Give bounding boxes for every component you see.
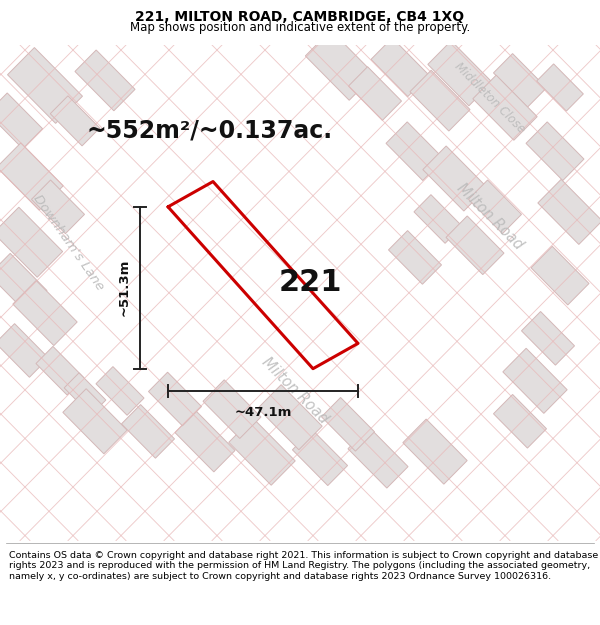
Polygon shape — [305, 30, 374, 100]
Polygon shape — [50, 96, 100, 146]
Polygon shape — [410, 70, 470, 131]
Polygon shape — [322, 398, 374, 451]
Polygon shape — [386, 122, 444, 181]
Polygon shape — [121, 404, 175, 458]
Polygon shape — [493, 394, 547, 448]
Text: ~552m²/~0.137ac.: ~552m²/~0.137ac. — [87, 119, 333, 143]
Polygon shape — [292, 430, 347, 486]
Polygon shape — [36, 346, 84, 395]
Polygon shape — [31, 180, 85, 234]
Polygon shape — [388, 231, 442, 284]
Polygon shape — [469, 180, 521, 234]
Polygon shape — [348, 428, 408, 488]
Polygon shape — [0, 253, 47, 312]
Polygon shape — [96, 367, 144, 415]
Polygon shape — [349, 67, 401, 121]
Polygon shape — [536, 64, 583, 111]
Text: 221: 221 — [278, 268, 342, 298]
Polygon shape — [423, 146, 487, 211]
Polygon shape — [148, 372, 202, 426]
Text: Contains OS data © Crown copyright and database right 2021. This information is : Contains OS data © Crown copyright and d… — [9, 551, 598, 581]
Text: Downham's Lane: Downham's Lane — [30, 192, 106, 292]
Polygon shape — [75, 50, 135, 111]
Polygon shape — [13, 281, 77, 346]
Polygon shape — [531, 246, 589, 305]
Polygon shape — [64, 373, 106, 415]
Text: Middleton Close: Middleton Close — [452, 60, 528, 136]
Polygon shape — [538, 179, 600, 244]
Text: Milton Road: Milton Road — [454, 181, 526, 253]
Polygon shape — [203, 380, 261, 439]
Text: Map shows position and indicative extent of the property.: Map shows position and indicative extent… — [130, 21, 470, 34]
Polygon shape — [403, 419, 467, 484]
Polygon shape — [63, 389, 127, 454]
Polygon shape — [521, 311, 575, 365]
Polygon shape — [371, 38, 429, 97]
Polygon shape — [493, 54, 547, 107]
Polygon shape — [503, 348, 567, 413]
Polygon shape — [446, 216, 504, 274]
Polygon shape — [473, 75, 537, 140]
Polygon shape — [414, 194, 462, 243]
Text: ~47.1m: ~47.1m — [235, 406, 292, 419]
Polygon shape — [0, 143, 63, 210]
Text: Milton Road: Milton Road — [259, 355, 331, 427]
Text: ~51.3m: ~51.3m — [118, 259, 131, 316]
Polygon shape — [175, 411, 235, 472]
Polygon shape — [258, 384, 322, 450]
Polygon shape — [0, 324, 49, 378]
Polygon shape — [229, 418, 295, 485]
Polygon shape — [526, 122, 584, 181]
Polygon shape — [0, 93, 43, 149]
Polygon shape — [0, 208, 62, 278]
Polygon shape — [428, 41, 492, 106]
Polygon shape — [8, 48, 82, 123]
Text: 221, MILTON ROAD, CAMBRIDGE, CB4 1XQ: 221, MILTON ROAD, CAMBRIDGE, CB4 1XQ — [136, 10, 464, 24]
